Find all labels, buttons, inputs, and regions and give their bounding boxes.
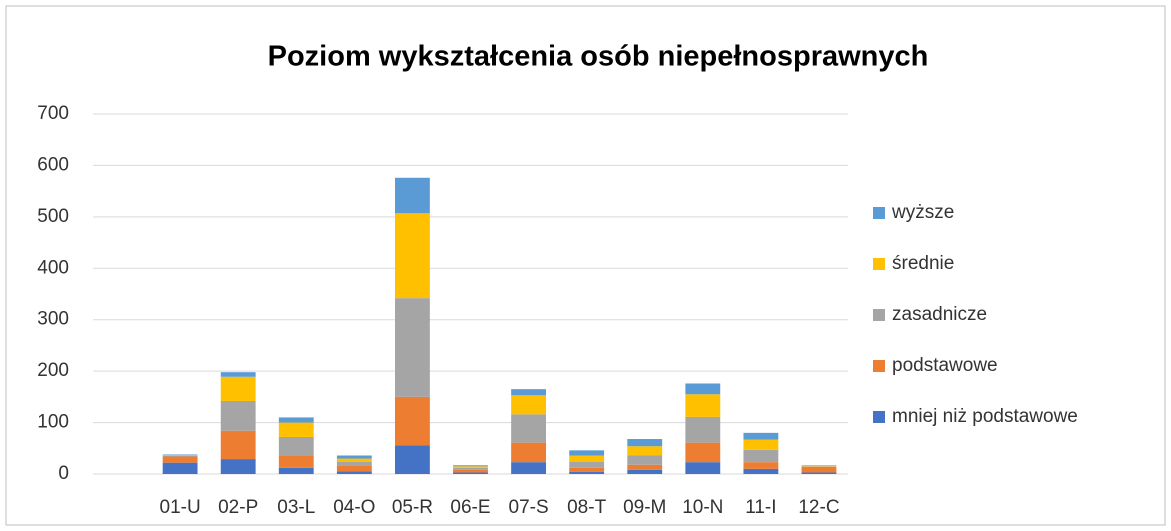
bar-segment [162, 456, 198, 457]
y-tick-label: 500 [37, 206, 69, 227]
x-tick-label: 04-O [333, 497, 375, 518]
bar-segment [162, 462, 198, 474]
bar-segment [685, 462, 721, 474]
bar-segment [278, 436, 314, 456]
bar-segment [220, 459, 256, 474]
bar-segment [743, 449, 779, 463]
x-tick-label: 01-U [160, 497, 201, 518]
bar-segment [336, 458, 372, 462]
bar-segment [743, 439, 779, 450]
bar-segment [685, 442, 721, 463]
legend-swatch [873, 411, 885, 423]
bar-segment [685, 394, 721, 417]
bar-segment [336, 455, 372, 459]
bar-segment [162, 456, 198, 463]
y-tick-label: 0 [58, 463, 69, 484]
bar-segment [278, 417, 314, 423]
legend-label: wyższe [891, 202, 954, 223]
bar-segment [743, 468, 779, 474]
bar-segment [627, 446, 663, 456]
bar-segment [395, 396, 430, 446]
x-tick-label: 06-E [450, 497, 490, 518]
bar-segment [220, 400, 256, 431]
bar-segment [569, 461, 605, 468]
bar-segment [511, 442, 546, 463]
bar-segment [453, 466, 488, 468]
bar-segment [801, 466, 837, 473]
bar-segment [627, 455, 663, 465]
legend-swatch [873, 360, 885, 372]
y-tick-label: 600 [37, 154, 69, 175]
bar-segment [453, 469, 488, 473]
chart-title: Poziom wykształcenia osób niepełnosprawn… [268, 41, 929, 73]
bar-segment [627, 464, 663, 470]
legend-label: podstawowe [892, 355, 998, 376]
bar-segment [801, 472, 837, 474]
bar-segment [569, 450, 605, 456]
bar-segment [511, 414, 546, 443]
bar-segment [395, 213, 430, 299]
bar-segment [743, 462, 779, 469]
y-tick-label: 400 [37, 257, 69, 278]
bar-segment [627, 469, 663, 474]
legend-label: zasadnicze [892, 304, 987, 325]
bar-segment [278, 422, 314, 437]
legend-label: mniej niż podstawowe [892, 406, 1078, 427]
bar-segment [685, 416, 721, 443]
x-tick-label: 03-L [277, 497, 315, 518]
bar-segment [395, 298, 430, 397]
bar-segment [511, 395, 546, 415]
bar-segment [162, 454, 198, 455]
bar-segment [453, 472, 488, 474]
bar-segment [336, 471, 372, 474]
legend-swatch [873, 309, 885, 321]
bar-segment [569, 467, 605, 472]
bar-segment [801, 466, 837, 467]
bar-segment [220, 430, 256, 460]
legend-swatch [873, 207, 885, 219]
x-tick-label: 10-N [682, 497, 723, 518]
bar-segment [511, 389, 546, 396]
chart-frame [5, 5, 1166, 526]
bar-segment [743, 432, 779, 440]
bar-segment [801, 465, 837, 467]
bar-segment [569, 471, 605, 474]
bar-segment [278, 456, 314, 468]
x-tick-label: 08-T [567, 497, 606, 518]
x-tick-label: 05-R [392, 497, 433, 518]
x-tick-label: 02-P [218, 497, 258, 518]
bar-segment [278, 467, 314, 474]
y-tick-label: 200 [37, 360, 69, 381]
y-tick-label: 300 [37, 309, 69, 330]
bar-segment [162, 454, 198, 456]
x-tick-label: 09-M [623, 497, 666, 518]
bar-segment [511, 462, 546, 474]
bar-segment [627, 439, 663, 447]
legend-swatch [873, 258, 885, 270]
x-tick-label: 12-C [798, 497, 839, 518]
bar-segment [801, 465, 837, 466]
y-tick-label: 700 [37, 103, 69, 124]
bar-segment [336, 465, 372, 472]
bar-segment [336, 461, 372, 466]
x-tick-label: 11-I [745, 497, 776, 518]
bar-segment [220, 372, 256, 377]
legend-label: średnie [892, 253, 954, 274]
bar-segment [569, 455, 605, 462]
bar-segment [453, 465, 488, 467]
y-tick-label: 100 [37, 412, 69, 433]
bar-segment [685, 383, 721, 395]
x-tick-label: 07-S [509, 497, 549, 518]
bar-segment [395, 445, 430, 474]
bar-segment [453, 467, 488, 470]
bar-segment [220, 376, 256, 401]
bar-segment [395, 177, 430, 214]
